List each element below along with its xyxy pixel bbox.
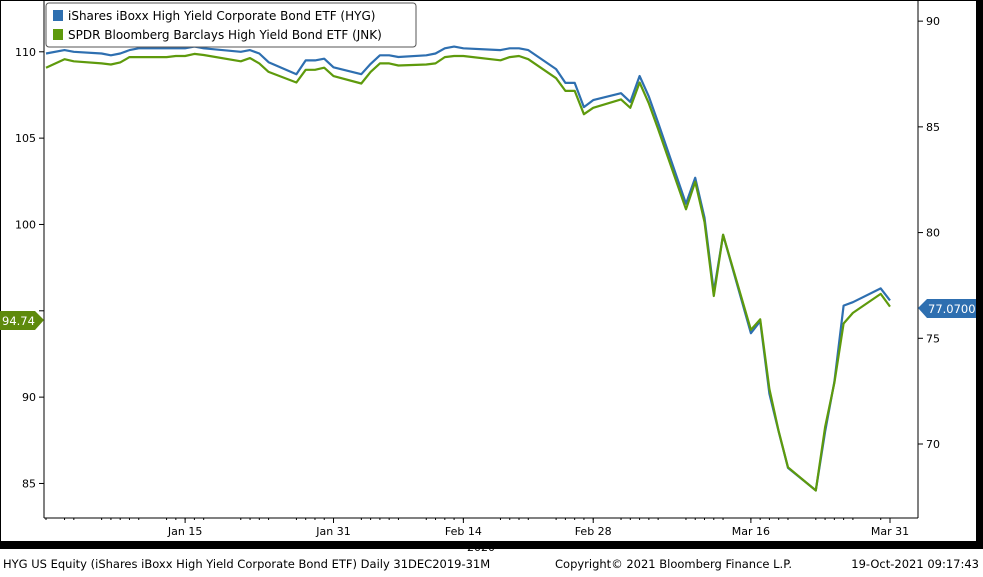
left-tick-label: 90 bbox=[22, 391, 36, 404]
x-tick-label: Jan 15 bbox=[167, 525, 202, 538]
footer-timestamp: 19-Oct-2021 09:17:43 bbox=[851, 557, 979, 571]
x-tick-label: Feb 28 bbox=[575, 525, 612, 538]
right-axis: 70 75 80 85 90 bbox=[918, 15, 940, 451]
series-layer bbox=[45, 45, 891, 492]
footer-copyright: Copyright© 2021 Bloomberg Finance L.P. bbox=[555, 557, 792, 571]
chart-panel bbox=[1, 1, 976, 541]
left-last-value-badge: 94.74 bbox=[0, 311, 44, 330]
left-tick-label: 110 bbox=[15, 46, 36, 59]
right-badge-shape bbox=[918, 299, 976, 318]
legend[interactable]: iShares iBoxx High Yield Corporate Bond … bbox=[45, 2, 417, 48]
left-badge-shape bbox=[0, 311, 44, 330]
legend-label-jnk: SPDR Bloomberg Barclays High Yield Bond … bbox=[68, 28, 382, 42]
left-tick-label: 100 bbox=[15, 218, 36, 231]
legend-swatch-jnk bbox=[53, 29, 63, 40]
right-tick-label: 70 bbox=[926, 438, 940, 451]
x-axis: Jan 15 Jan 31 Feb 14 Feb 28 Mar 16 Mar 31 bbox=[45, 518, 909, 538]
right-tick-label: 85 bbox=[926, 121, 940, 134]
x-axis-year-label: 2020 bbox=[467, 541, 495, 554]
left-badge-value: 94.74 bbox=[2, 314, 35, 328]
x-tick-label: Jan 31 bbox=[315, 525, 350, 538]
right-tick-label: 90 bbox=[926, 15, 940, 28]
left-tick-label: 85 bbox=[22, 477, 36, 490]
footer-description: HYG US Equity (iShares iBoxx High Yield … bbox=[3, 557, 490, 571]
right-last-value-badge: 77.0700 bbox=[918, 299, 976, 318]
right-tick-label: 75 bbox=[926, 332, 940, 345]
legend-box bbox=[45, 2, 417, 48]
x-tick-label: Feb 14 bbox=[445, 525, 482, 538]
right-badge-value: 77.0700 bbox=[928, 302, 976, 316]
x-tick-label: Mar 31 bbox=[871, 525, 909, 538]
right-tick-label: 80 bbox=[926, 227, 940, 240]
left-tick-label: 105 bbox=[15, 132, 36, 145]
footer-panel bbox=[0, 549, 983, 577]
legend-swatch-hyg bbox=[53, 10, 63, 21]
series-line-jnk bbox=[45, 52, 891, 492]
x-tick-label: Mar 16 bbox=[732, 525, 770, 538]
series-line-hyg bbox=[45, 45, 891, 492]
legend-label-hyg: iShares iBoxx High Yield Corporate Bond … bbox=[68, 9, 375, 23]
left-axis: 85 90 100 105 110 bbox=[15, 46, 44, 490]
